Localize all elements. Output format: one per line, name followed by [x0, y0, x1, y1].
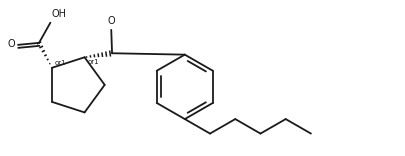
Text: or1: or1	[55, 60, 66, 66]
Text: or1: or1	[87, 59, 99, 65]
Text: O: O	[107, 16, 115, 26]
Text: O: O	[7, 39, 15, 49]
Text: OH: OH	[51, 10, 66, 20]
